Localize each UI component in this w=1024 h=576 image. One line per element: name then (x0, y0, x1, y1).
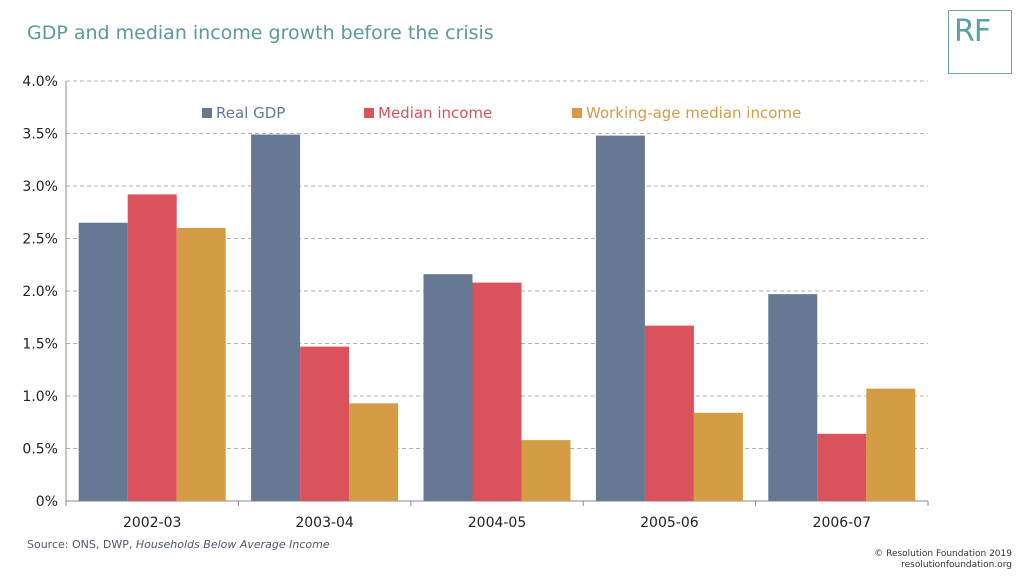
x-tick-label: 2003-04 (295, 515, 354, 531)
bar (472, 282, 522, 501)
source-italic: Households Below Average Income (135, 538, 330, 551)
x-tick-label: 2006-07 (813, 515, 872, 531)
bar (644, 325, 694, 501)
resolution-foundation-logo: RF (948, 10, 1012, 74)
bar (595, 135, 645, 501)
bar (768, 294, 818, 501)
x-tick-label: 2002-03 (123, 515, 182, 531)
bars (78, 134, 916, 502)
legend-swatch (364, 108, 374, 118)
legend-label: Working-age median income (586, 104, 801, 122)
bar (78, 222, 128, 501)
bar (866, 388, 916, 501)
bar (251, 134, 301, 502)
bar (127, 194, 177, 501)
legend-swatch (572, 108, 582, 118)
bar (300, 346, 350, 501)
y-tick-label: 3.0% (22, 179, 58, 195)
y-tick-label: 2.5% (22, 232, 58, 248)
y-tick-label: 4.0% (22, 74, 58, 90)
legend-swatch (202, 108, 212, 118)
copyright-note: © Resolution Foundation 2019 resolutionf… (874, 549, 1012, 571)
bar (176, 228, 226, 501)
logo-text: RF (954, 14, 991, 49)
bar (693, 412, 743, 501)
bar (521, 440, 571, 501)
y-tick-label: 1.5% (22, 337, 58, 353)
copyright-line-1: © Resolution Foundation 2019 (874, 549, 1012, 559)
y-tick-label: 3.5% (22, 127, 58, 143)
source-note: Source: ONS, DWP, Households Below Avera… (27, 538, 330, 551)
bar (423, 274, 473, 501)
copyright-line-2: resolutionfoundation.org (901, 560, 1012, 570)
legend: Real GDP Median income Working-age median … (202, 104, 801, 122)
legend-label: Real GDP (216, 104, 285, 122)
x-tick-label: 2004-05 (468, 515, 527, 531)
bar (817, 433, 867, 501)
source-prefix: Source: ONS, DWP, (27, 538, 136, 551)
y-tick-label: 0% (36, 494, 58, 510)
y-tick-label: 1.0% (22, 389, 58, 405)
y-tick-label: 0.5% (22, 442, 58, 458)
chart-title: GDP and median income growth before the … (27, 22, 494, 44)
y-tick-label: 2.0% (22, 284, 58, 300)
bar (349, 403, 399, 501)
legend-label: Median income (378, 104, 492, 122)
axes: 0% 0.5% 1.0% 1.5% 2.0% 2.5% 3.0% 3.5% 4.0% 2002-0… (22, 74, 929, 531)
x-tick-label: 2005-06 (640, 515, 699, 531)
